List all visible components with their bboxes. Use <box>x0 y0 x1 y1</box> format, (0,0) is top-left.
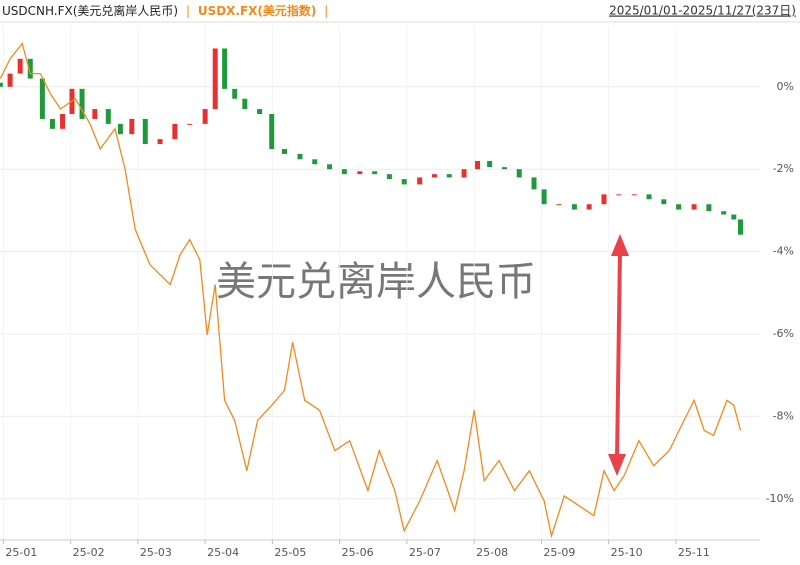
candle-body <box>431 174 437 178</box>
watermark: 美元兑离岸人民币 <box>216 259 536 305</box>
candle-body <box>312 159 318 165</box>
candle-body <box>327 164 333 170</box>
candle-body <box>157 139 163 145</box>
x-tick-label: 25-01 <box>5 546 37 559</box>
legend-entry: USDCNH.FX(美元兑离岸人民币) <box>2 3 178 18</box>
x-tick-label: 25-03 <box>140 546 172 559</box>
legend: USDCNH.FX(美元兑离岸人民币) | USDX.FX(美元指数) | <box>2 3 328 18</box>
candle-body <box>372 171 378 175</box>
candle-body <box>129 118 135 135</box>
candle-body <box>737 219 743 235</box>
candle-body <box>446 174 452 178</box>
candle-body <box>17 58 23 74</box>
candle-body <box>721 211 727 215</box>
candle-body <box>202 109 208 124</box>
candle-body <box>461 169 467 178</box>
candle-body <box>487 160 493 168</box>
candle-body <box>212 48 218 110</box>
candle-body <box>39 78 45 119</box>
annotation-arrow <box>608 234 629 476</box>
candle-body <box>541 189 547 205</box>
x-tick-label: 25-07 <box>409 546 441 559</box>
candle-body <box>232 88 238 99</box>
candle-body <box>7 73 13 87</box>
candle-body <box>601 194 607 205</box>
candle-body <box>105 109 111 124</box>
candle-body <box>27 58 33 79</box>
x-tick-label: 25-10 <box>611 546 643 559</box>
candle-body <box>187 123 193 125</box>
date-range[interactable]: 2025/01/01-2025/11/27(237日) <box>609 4 796 18</box>
legend-entry: USDX.FX(美元指数) <box>198 3 317 18</box>
candle-body <box>691 204 697 210</box>
candle-body <box>401 179 407 185</box>
y-tick-label: -10% <box>766 492 794 505</box>
candle-body <box>586 204 592 210</box>
legend-separator: | <box>186 4 190 18</box>
y-tick-label: -4% <box>773 245 794 258</box>
candle-body <box>501 167 507 170</box>
candle-body <box>616 194 622 196</box>
candle-body <box>531 177 537 190</box>
candle-body <box>142 118 148 145</box>
candle-body <box>556 204 562 206</box>
candle-body <box>417 177 423 185</box>
candle-body <box>571 204 577 210</box>
candle-body <box>49 118 55 129</box>
candle-body <box>79 88 85 119</box>
x-tick-label: 25-04 <box>207 546 239 559</box>
candle-body <box>661 199 667 205</box>
candle-body <box>0 82 3 87</box>
candle-body <box>386 174 392 180</box>
candle-body <box>631 194 637 196</box>
candle-body <box>357 171 363 175</box>
y-tick-label: -2% <box>773 162 794 175</box>
candle-body <box>269 113 275 150</box>
candle-body <box>475 160 481 170</box>
legend-separator: | <box>324 4 328 18</box>
candle-body <box>676 204 682 210</box>
y-tick-label: 0% <box>777 80 794 93</box>
line-series <box>0 42 742 539</box>
candle-body <box>222 48 228 89</box>
candle-body <box>706 204 712 212</box>
candle-body <box>242 98 248 110</box>
y-tick-label: -6% <box>773 327 794 340</box>
x-tick-label: 25-08 <box>476 546 508 559</box>
x-tick-label: 25-09 <box>543 546 575 559</box>
x-tick-label: 25-02 <box>73 546 105 559</box>
x-tick-label: 25-11 <box>678 546 710 559</box>
candle-body <box>281 149 287 154</box>
candle-body <box>257 109 263 114</box>
y-tick-label: -8% <box>773 409 794 422</box>
candle-body <box>172 123 178 140</box>
candle-body <box>60 113 66 129</box>
candle-body <box>92 109 98 119</box>
candle-body <box>516 169 522 178</box>
x-tick-label: 25-05 <box>274 546 306 559</box>
candle-body <box>731 214 737 220</box>
candle-body <box>117 123 123 135</box>
x-tick-label: 25-06 <box>342 546 374 559</box>
candle-body <box>297 153 303 160</box>
candle-body <box>646 194 652 200</box>
candle-body <box>341 169 347 175</box>
